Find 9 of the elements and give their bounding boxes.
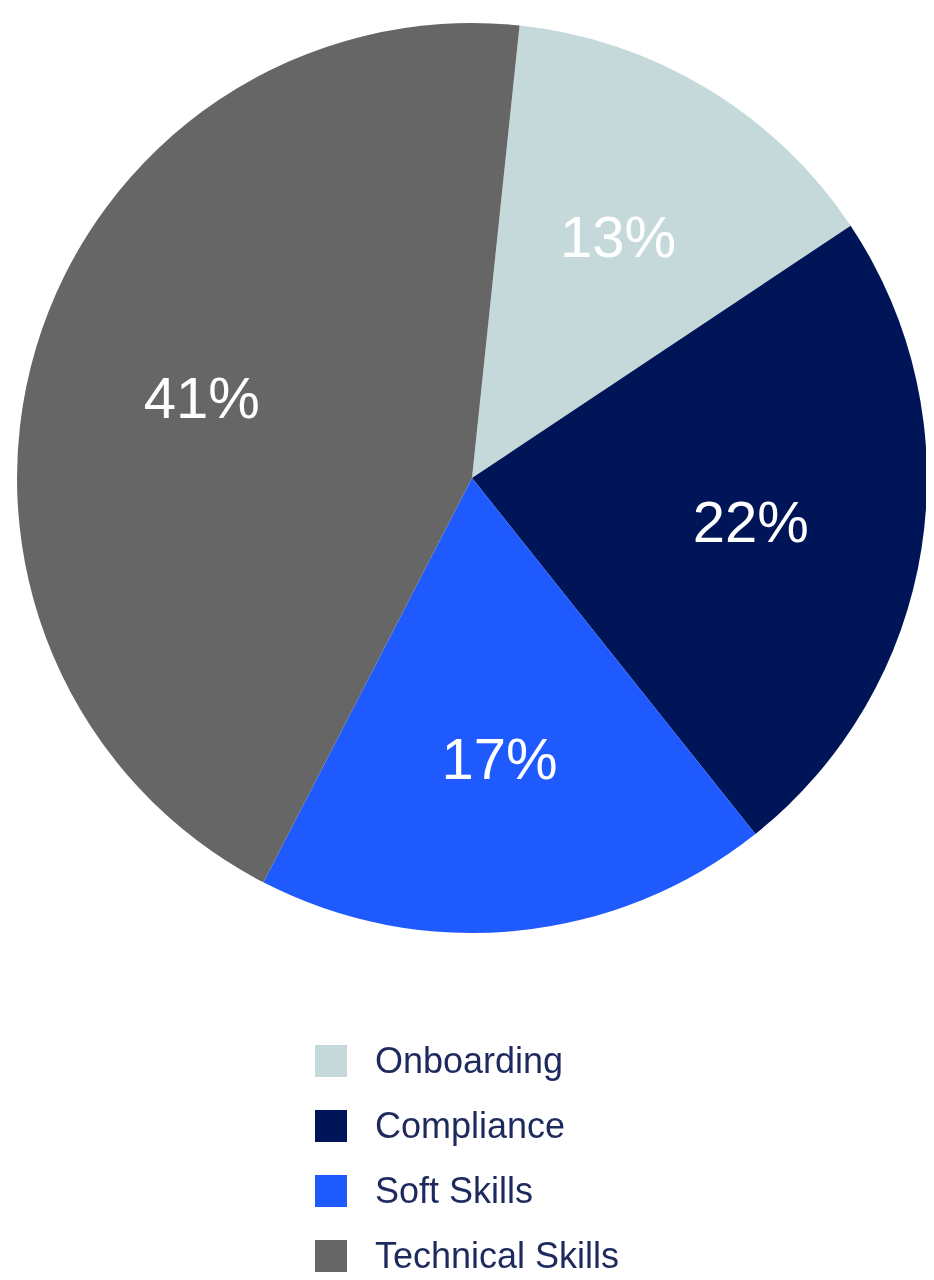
legend-label: Onboarding <box>374 1039 564 1082</box>
data-label: 41% <box>143 364 260 430</box>
legend-label: Soft Skills <box>374 1169 533 1212</box>
data-label: 22% <box>692 489 809 555</box>
data-label: 17% <box>441 726 558 792</box>
legend-label: Compliance <box>374 1104 566 1147</box>
legend-label: Technical Skills <box>374 1234 620 1277</box>
pie-slice <box>472 25 851 478</box>
data-label: 13% <box>559 204 677 270</box>
